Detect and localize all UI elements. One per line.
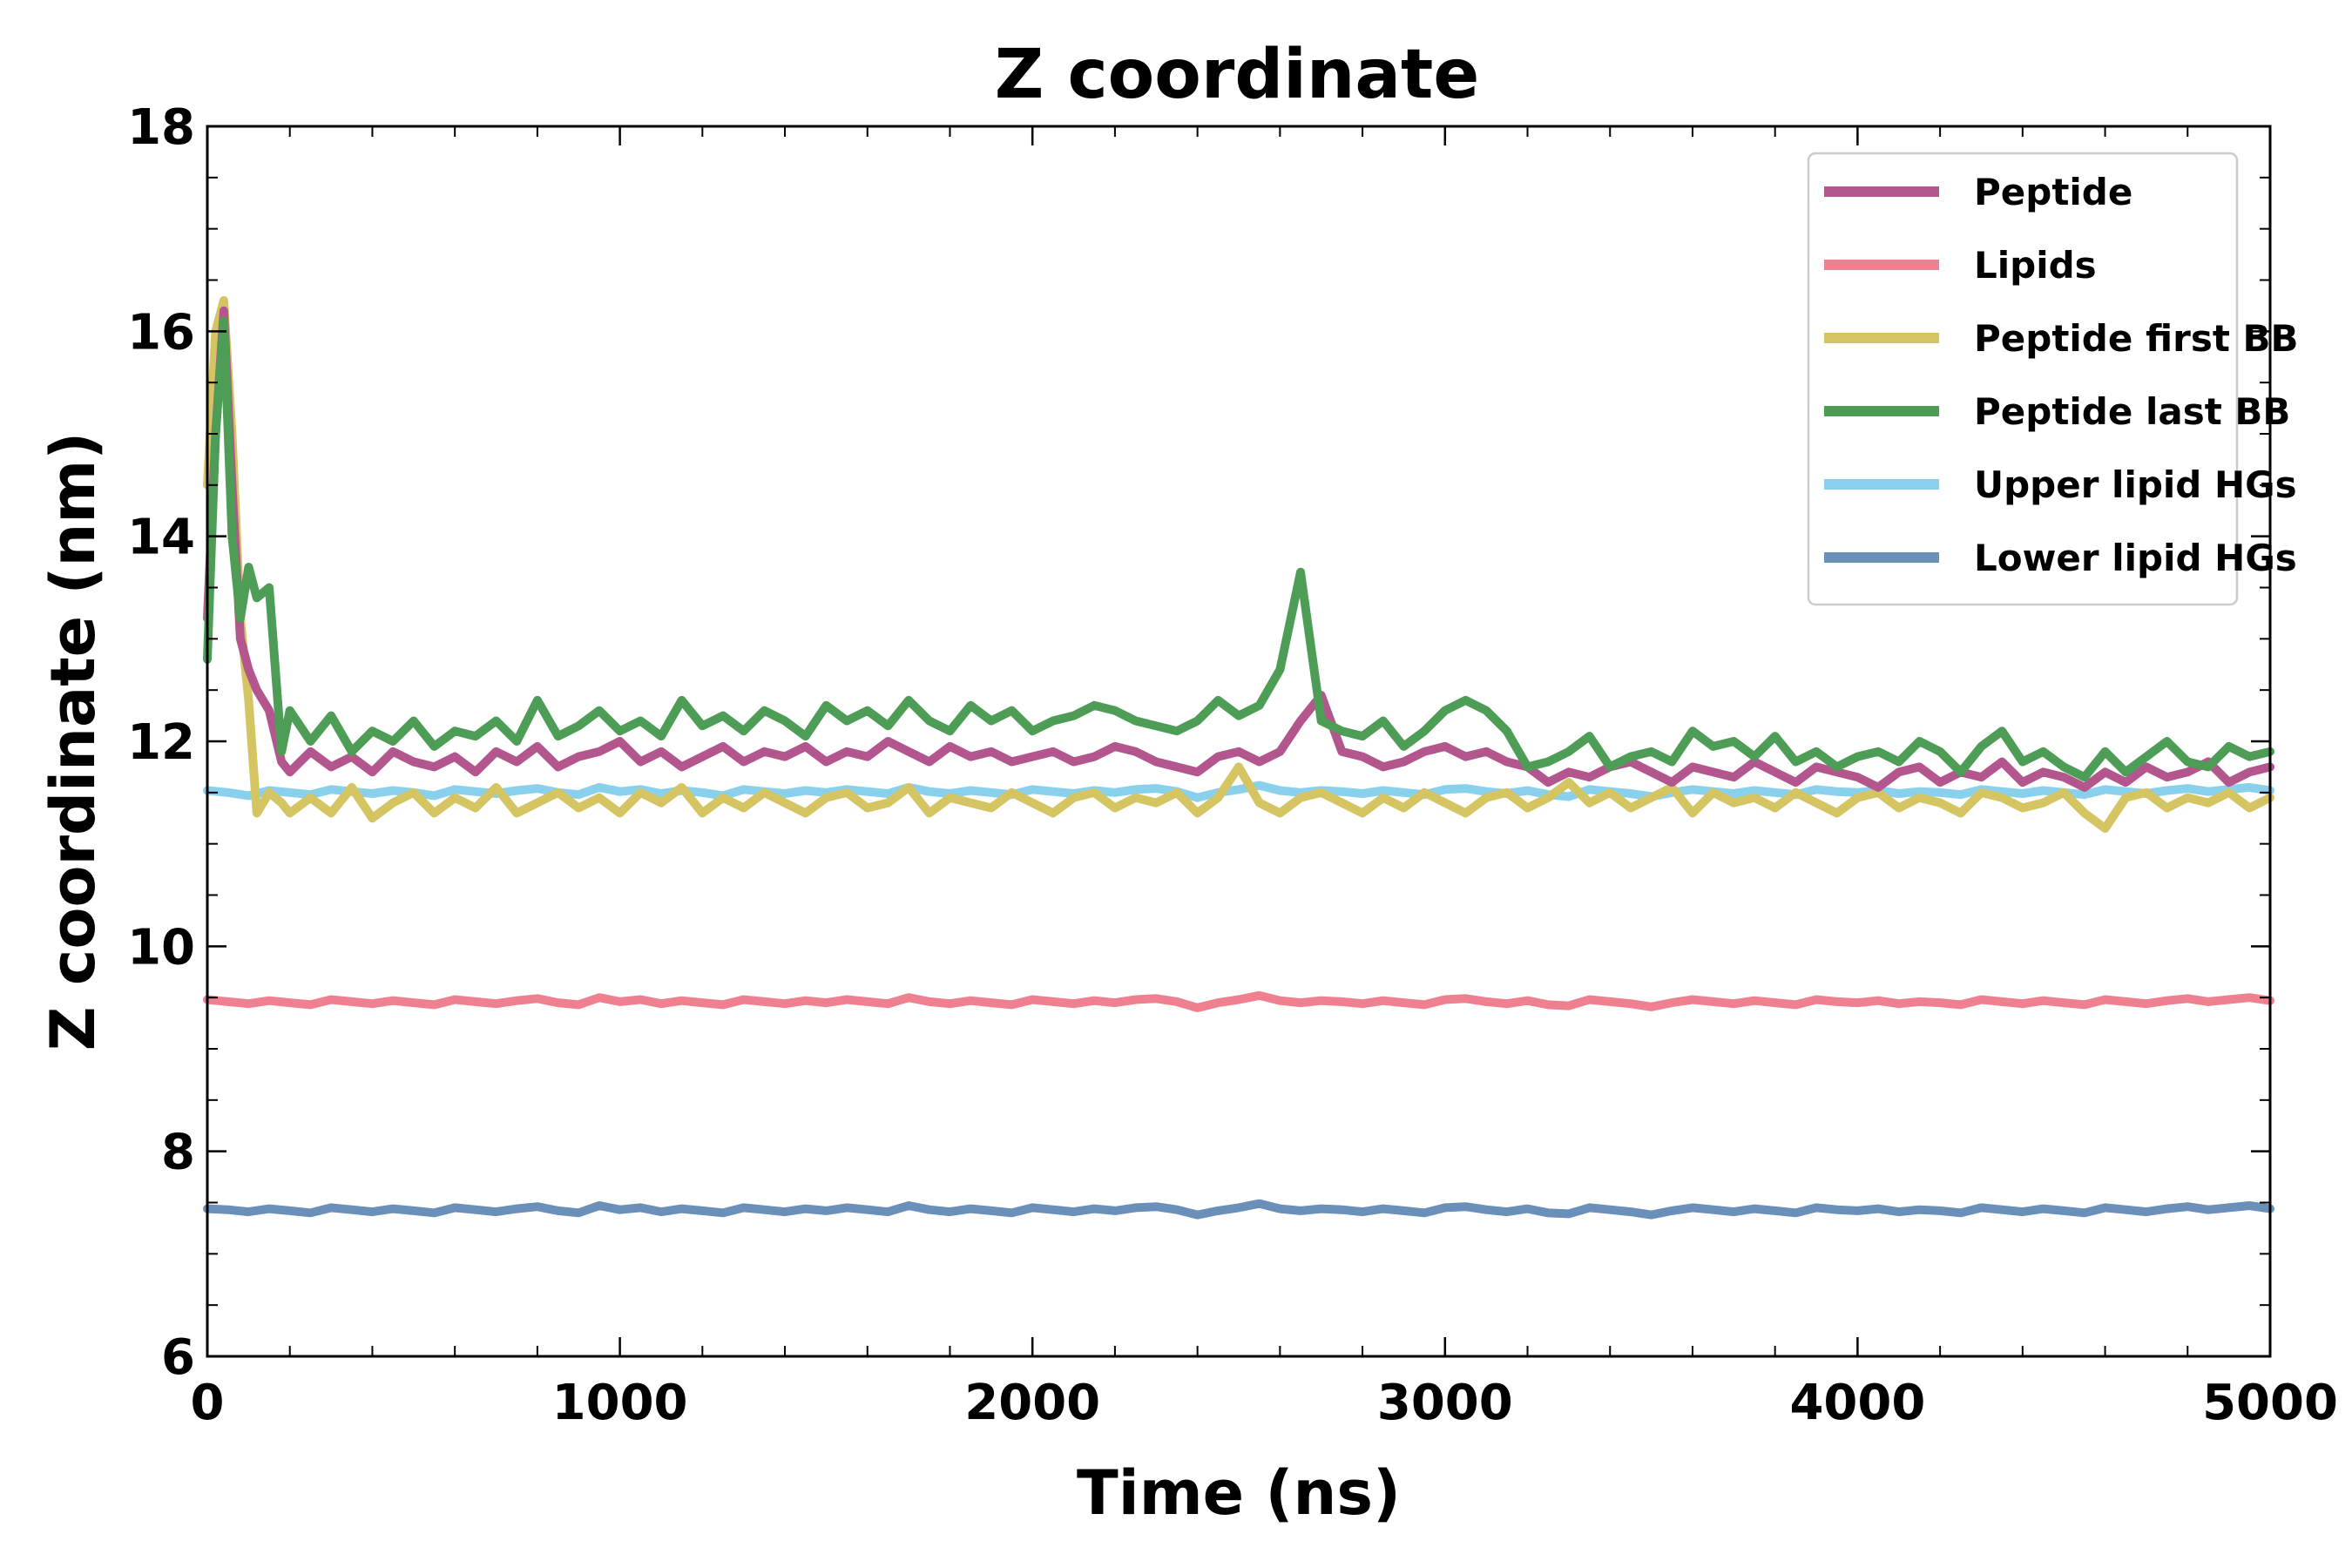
series-line-lower-lipid-hgs: [203, 1199, 2274, 1220]
legend-label: Peptide first BB: [1974, 317, 2299, 360]
chart-title: Z coordinate: [995, 36, 1480, 114]
series-line-peptide: [203, 306, 2274, 792]
y-tick-label: 10: [127, 919, 195, 976]
x-tick-label: 1000: [552, 1375, 688, 1431]
y-tick-label: 8: [161, 1125, 195, 1181]
y-tick-label: 6: [161, 1329, 195, 1386]
series-line-peptide-last-bb: [203, 316, 2274, 782]
x-tick-label: 5000: [2202, 1375, 2338, 1431]
legend-label: Peptide: [1974, 171, 2132, 213]
x-tick-label: 0: [191, 1375, 225, 1431]
series-line-upper-lipid-hgs: [203, 781, 2274, 802]
y-tick-label: 14: [127, 510, 195, 566]
legend-label: Upper lipid HGs: [1974, 463, 2297, 506]
legend-label: Peptide last BB: [1974, 390, 2290, 433]
ticks-layer: 0 1000 2000 3000 4000 5000 6 8 10 12 14 16 18: [127, 99, 2338, 1431]
y-axis-label: Z coordinate (nm): [37, 432, 109, 1051]
x-tick-label: 4000: [1789, 1375, 1925, 1431]
y-tick-label: 18: [127, 99, 195, 156]
y-tick-label: 12: [127, 714, 195, 771]
series-line-peptide-first-bb: [203, 296, 2274, 833]
y-tick-label: 16: [127, 304, 195, 361]
x-axis-label: Time (ns): [1077, 1457, 1401, 1529]
x-tick-label: 2000: [964, 1375, 1100, 1431]
series-line-lipids: [203, 990, 2274, 1012]
series-layer: [203, 296, 2274, 1220]
legend-label: Lower lipid HGs: [1974, 537, 2297, 579]
legend-label: Lipids: [1974, 244, 2097, 287]
legend: Peptide Lipids Peptide first BB Peptide las…: [1807, 152, 2299, 606]
x-tick-label: 3000: [1377, 1375, 1513, 1431]
